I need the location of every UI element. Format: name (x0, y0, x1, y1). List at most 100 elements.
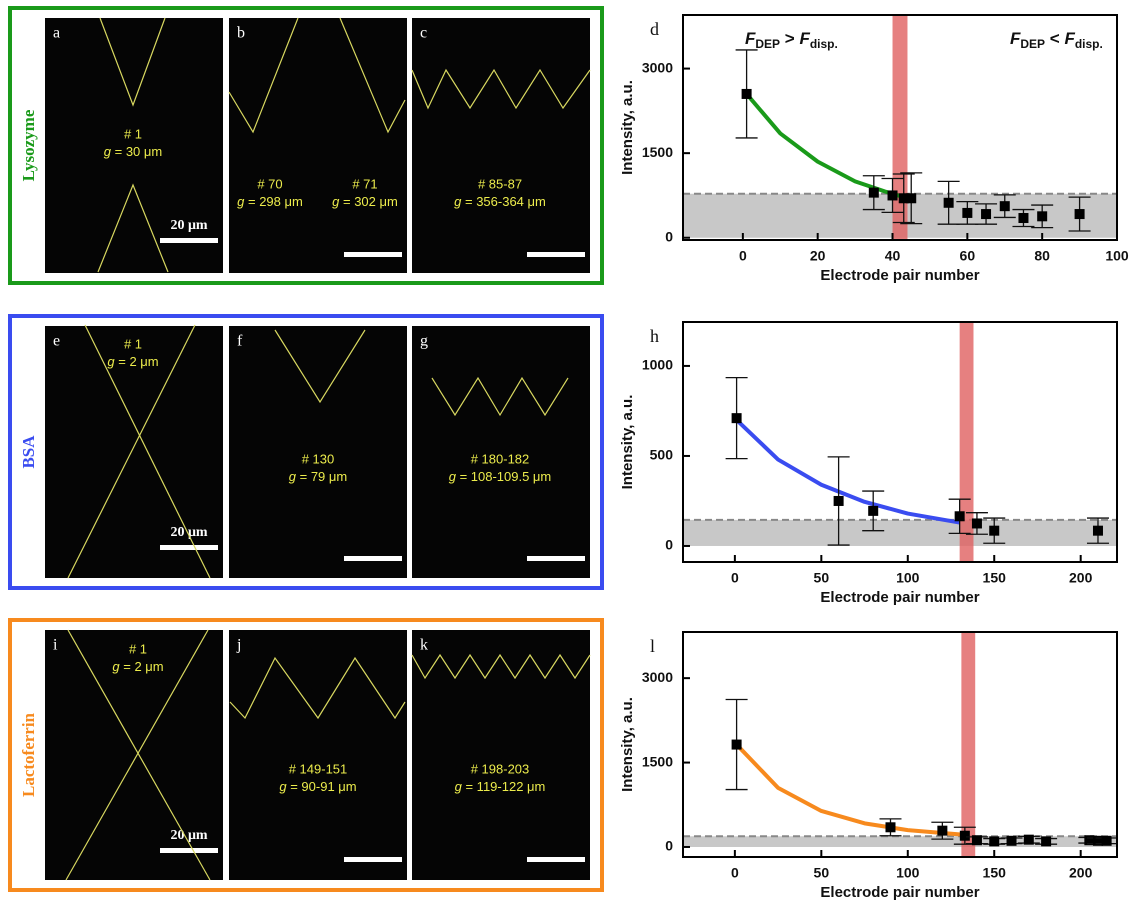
data-point (960, 831, 970, 841)
data-point (962, 208, 972, 218)
data-point (1000, 201, 1010, 211)
x-tick-label: 100 (896, 865, 920, 881)
x-tick-label: 60 (960, 248, 976, 264)
subscript: DEP (1020, 37, 1045, 51)
force-annotation: FDEP > Fdisp. (745, 29, 838, 51)
electrode-number: # 198-203 (471, 761, 530, 776)
gap-label: g = 298 μm (237, 194, 303, 209)
electrode-number: # 71 (352, 176, 377, 191)
data-point (1093, 526, 1103, 536)
gap-value: = 356-364 μm (461, 194, 545, 209)
scale-bar (344, 857, 402, 862)
scale-bar (344, 556, 402, 561)
gap-label: g = 356-364 μm (454, 194, 546, 209)
y-tick-label: 1000 (642, 357, 673, 373)
scale-bar (160, 545, 218, 550)
x-tick-label: 200 (1069, 865, 1093, 881)
panel-letter: f (237, 333, 243, 350)
x-tick-label: 20 (810, 248, 826, 264)
panel-letter: c (420, 25, 427, 42)
gap-label: g = 30 μm (104, 144, 162, 159)
gap-label: g = 302 μm (332, 194, 398, 209)
gap-value: = 90-91 μm (287, 779, 357, 794)
panel-letter: l (650, 636, 655, 656)
scale-label: 20 μm (170, 525, 207, 540)
x-tick-label: 50 (814, 570, 830, 586)
transition-band (961, 632, 975, 857)
data-point (732, 413, 742, 423)
y-tick-label: 3000 (642, 669, 673, 685)
gap-label: g = 108-109.5 μm (449, 469, 552, 484)
data-point (868, 506, 878, 516)
scale-bar (527, 556, 585, 561)
panel-letter: h (650, 326, 659, 346)
y-tick-label: 1500 (642, 753, 673, 769)
y-tick-label: 3000 (642, 59, 673, 75)
gap-value: = 30 μm (111, 144, 162, 159)
scale-label: 20 μm (170, 218, 207, 233)
x-tick-label: 0 (731, 865, 739, 881)
plot-frame (683, 632, 1117, 857)
gap-value: = 108-109.5 μm (456, 469, 551, 484)
row-label: Lysozyme (19, 109, 38, 181)
x-axis-label: Electrode pair number (820, 267, 979, 284)
data-point (944, 198, 954, 208)
data-point (981, 209, 991, 219)
scale-label: 20 μm (170, 828, 207, 843)
symbol: F (745, 29, 756, 48)
electrode-number: # 1 (124, 126, 142, 141)
y-tick-label: 0 (665, 838, 673, 854)
electrode-number: # 180-182 (471, 451, 530, 466)
data-point (869, 188, 879, 198)
micrograph (412, 630, 590, 880)
x-tick-label: 0 (731, 570, 739, 586)
data-point (1041, 836, 1051, 846)
panel-letter: g (420, 333, 428, 350)
row-label: Lactoferrin (19, 712, 38, 797)
x-tick-label: 0 (739, 248, 747, 264)
scale-bar (527, 857, 585, 862)
y-axis-label: Intensity, a.u. (619, 80, 636, 175)
gap-label: g = 90-91 μm (279, 779, 356, 794)
gap-label: g = 2 μm (112, 659, 163, 674)
electrode-number: # 149-151 (289, 761, 348, 776)
x-axis-label: Electrode pair number (820, 589, 979, 606)
gap-label: g = 79 μm (289, 469, 347, 484)
electrode-number: # 85-87 (478, 176, 522, 191)
data-point (1018, 213, 1028, 223)
y-axis-label: Intensity, a.u. (619, 697, 636, 792)
panel-letter: k (420, 637, 428, 654)
row-label: BSA (19, 435, 38, 469)
scale-bar (344, 252, 402, 257)
x-tick-label: 100 (896, 570, 920, 586)
x-tick-label: 80 (1034, 248, 1050, 264)
data-point (1007, 836, 1017, 846)
data-point (1075, 209, 1085, 219)
operator: > (780, 29, 799, 48)
subscript: disp. (810, 37, 838, 51)
data-point (732, 740, 742, 750)
x-tick-label: 150 (983, 570, 1007, 586)
gap-value: = 2 μm (115, 354, 159, 369)
electrode-number: # 70 (257, 176, 282, 191)
micrograph (412, 18, 590, 273)
data-point (989, 526, 999, 536)
gap-label: g = 2 μm (107, 354, 158, 369)
micrograph (229, 18, 407, 273)
subscript: DEP (755, 37, 780, 51)
electrode-number: # 1 (124, 336, 142, 351)
fit-curve (737, 420, 960, 523)
background-band (683, 520, 1117, 546)
gap-value: = 79 μm (296, 469, 347, 484)
x-axis-label: Electrode pair number (820, 884, 979, 901)
subscript: disp. (1075, 37, 1103, 51)
scale-bar (160, 848, 218, 853)
x-tick-label: 40 (885, 248, 901, 264)
fit-curve (747, 94, 912, 199)
page: {"rows": [ {"label": "Lysozyme", "color"… (0, 0, 1131, 915)
gap-value: = 119-122 μm (462, 779, 546, 794)
data-point (937, 826, 947, 836)
panel-letter: a (53, 25, 60, 42)
symbol: F (1010, 29, 1021, 48)
data-point (972, 835, 982, 845)
